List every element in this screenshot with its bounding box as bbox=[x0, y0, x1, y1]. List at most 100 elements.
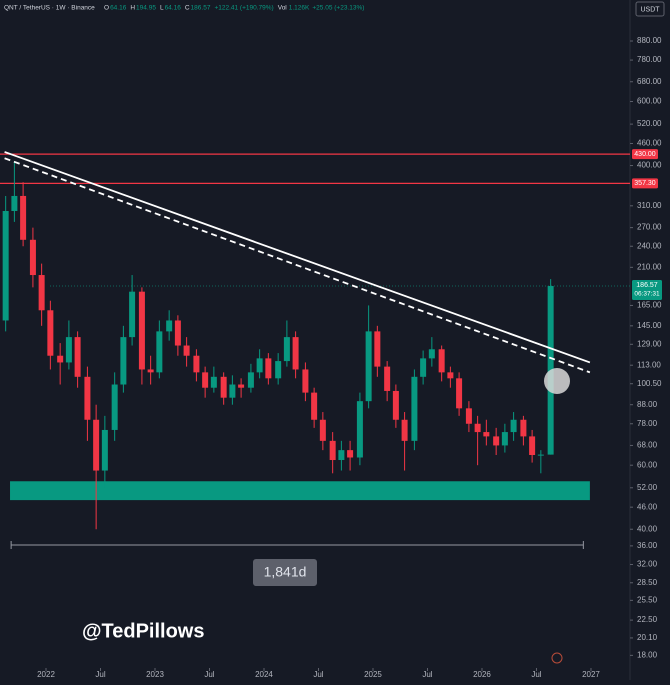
x-tick-label: 2022 bbox=[37, 670, 55, 679]
candle-body bbox=[510, 419, 517, 433]
header-field-label: L bbox=[160, 5, 164, 12]
candle-body bbox=[111, 384, 118, 430]
level-tag bbox=[632, 149, 658, 160]
header-field-value: 64.16 bbox=[110, 5, 127, 12]
measure-label-box bbox=[253, 559, 317, 586]
candle-body bbox=[156, 331, 163, 373]
y-tick-label: 270.00 bbox=[637, 223, 662, 232]
candle-body bbox=[47, 310, 54, 356]
watermark: @TedPillows bbox=[82, 620, 204, 642]
candle-body bbox=[447, 372, 454, 379]
candle-body bbox=[74, 337, 81, 377]
candle-body bbox=[537, 454, 544, 456]
candle-body bbox=[365, 331, 372, 402]
y-tick-label: 400.00 bbox=[637, 161, 662, 170]
candle-body bbox=[38, 275, 45, 311]
candle-body bbox=[428, 349, 435, 359]
candle-body bbox=[202, 372, 209, 388]
y-tick-label: 32.00 bbox=[637, 560, 658, 569]
y-tick-label: 28.50 bbox=[637, 578, 658, 587]
candle-body bbox=[483, 432, 490, 437]
candle-body bbox=[384, 366, 391, 391]
candle-body bbox=[302, 369, 309, 393]
candle-body bbox=[229, 384, 236, 398]
y-tick-label: 310.00 bbox=[637, 201, 662, 210]
candle-body bbox=[329, 440, 336, 461]
candle-body bbox=[256, 358, 263, 373]
plot: 880.00 780.00 680.00 600.00 520.00 460.00 400.… bbox=[0, 36, 662, 679]
y-tick-label: 210.00 bbox=[637, 262, 662, 271]
header-field-value: 194.95 bbox=[136, 5, 156, 12]
candle-body bbox=[420, 358, 427, 377]
candle-body bbox=[338, 450, 345, 461]
y-tick-label: 52.00 bbox=[637, 483, 658, 492]
y-tick-label: 240.00 bbox=[637, 241, 662, 250]
candle-body bbox=[20, 195, 27, 240]
candle-body bbox=[210, 376, 217, 388]
alert-icon bbox=[551, 652, 563, 664]
y-tick-label: 460.00 bbox=[637, 139, 662, 148]
y-tick-label: 165.00 bbox=[637, 301, 662, 310]
x-tick-label: Jul bbox=[204, 670, 214, 679]
last-price-countdown: 06:37:31 bbox=[634, 291, 660, 298]
candle-body bbox=[347, 450, 354, 458]
candle-body bbox=[474, 423, 481, 433]
candle-body bbox=[220, 376, 227, 398]
support-zone bbox=[10, 481, 590, 501]
x-tick-label: 2025 bbox=[364, 670, 382, 679]
candle-body bbox=[93, 419, 100, 471]
candle-body bbox=[401, 419, 408, 441]
last-price-tag bbox=[632, 280, 662, 301]
candle-body bbox=[147, 369, 154, 373]
level-tag-label: 357.30 bbox=[634, 180, 656, 187]
y-tick-label: 22.50 bbox=[637, 615, 658, 624]
candle-body bbox=[356, 401, 363, 458]
measure-label: 1,841d bbox=[264, 564, 307, 580]
candle-body bbox=[292, 337, 299, 370]
y-tick-label: 88.00 bbox=[637, 400, 658, 409]
y-tick-label: 129.00 bbox=[637, 339, 662, 348]
candle-body bbox=[392, 390, 399, 420]
trendline bbox=[4, 151, 591, 364]
candle-body bbox=[183, 345, 190, 356]
candle-body bbox=[120, 337, 127, 385]
y-tick-label: 20.10 bbox=[637, 633, 658, 642]
y-tick-label: 780.00 bbox=[637, 55, 662, 64]
y-tick-label: 78.00 bbox=[637, 419, 658, 428]
candle-body bbox=[193, 355, 200, 373]
candle-body bbox=[2, 210, 9, 321]
candle-body bbox=[456, 378, 463, 409]
y-tick-label: 46.00 bbox=[637, 502, 658, 511]
x-tick-label: 2026 bbox=[473, 670, 491, 679]
candle-body bbox=[438, 349, 445, 373]
header-field-value: +122.41 (+190.79%) bbox=[214, 5, 273, 12]
level-tag-label: 430.00 bbox=[634, 151, 656, 158]
y-tick-label: 100.50 bbox=[637, 379, 662, 388]
y-tick-label: 40.00 bbox=[637, 524, 658, 533]
candle-body bbox=[57, 355, 64, 363]
y-tick-label: 880.00 bbox=[637, 36, 662, 45]
x-tick-label: 2027 bbox=[582, 670, 600, 679]
candle-body bbox=[283, 337, 290, 362]
level-tag bbox=[632, 178, 658, 189]
y-tick-label: 36.00 bbox=[637, 541, 658, 550]
highlight-circle bbox=[544, 368, 570, 394]
x-tick-label: 2023 bbox=[146, 670, 164, 679]
header-field-label: H bbox=[130, 5, 135, 12]
header-volume-value: 1.126K bbox=[289, 5, 310, 12]
header-volume-change: +25.05 (+23.13%) bbox=[312, 5, 364, 12]
y-tick-label: 145.00 bbox=[637, 321, 662, 330]
candle-body bbox=[319, 419, 326, 441]
candle-body bbox=[529, 436, 536, 456]
candle-body bbox=[374, 331, 381, 367]
candle-body bbox=[501, 432, 508, 446]
header-field-label: C bbox=[185, 5, 190, 12]
last-price-label: 186.57 bbox=[636, 282, 658, 289]
candle-body bbox=[11, 195, 18, 211]
candle-body bbox=[520, 419, 527, 437]
candle-body bbox=[174, 320, 181, 346]
y-tick-label: 25.50 bbox=[637, 595, 658, 604]
trendline bbox=[4, 157, 591, 374]
candle-body bbox=[493, 436, 500, 446]
